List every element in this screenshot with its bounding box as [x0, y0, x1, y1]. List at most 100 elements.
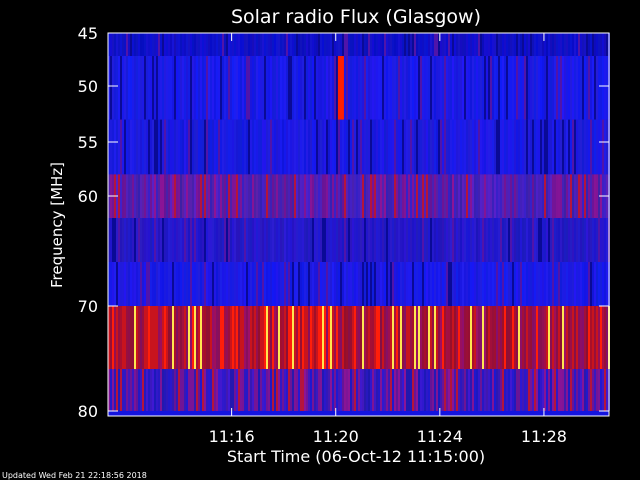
spectrogram-stripe [408, 369, 410, 411]
spectrogram-stripe [226, 218, 228, 262]
spectrogram-stripe [418, 218, 420, 262]
spectrogram-stripe [344, 262, 346, 306]
spectrogram-stripe [572, 262, 574, 306]
spectrogram-stripe [254, 119, 256, 175]
spectrogram-stripe [276, 369, 278, 411]
spectrogram-stripe [408, 33, 410, 56]
spectrogram-stripe [514, 218, 516, 262]
spectrogram-stripe [598, 56, 600, 120]
spectrogram-stripe [546, 306, 548, 369]
spectrogram-stripe [494, 33, 496, 56]
spectrogram-stripe [338, 119, 340, 175]
spectrogram-stripe [162, 306, 164, 369]
spectrogram-stripe [172, 56, 174, 120]
spectrogram-stripe [596, 306, 598, 369]
spectrogram-stripe [392, 306, 394, 369]
spectrogram-stripe [390, 369, 392, 411]
spectrogram-stripe [564, 369, 566, 411]
spectrogram-stripe [172, 174, 174, 218]
spectrogram-stripe [444, 33, 446, 56]
spectrogram-stripe [532, 369, 534, 411]
spectrogram-stripe [224, 33, 226, 56]
spectrogram-stripe [458, 33, 460, 56]
spectrogram-stripe [228, 218, 230, 262]
spectrogram-stripe [536, 369, 538, 411]
spectrogram-stripe [164, 306, 166, 369]
spectrogram-stripe [406, 369, 408, 411]
spectrogram-stripe [380, 369, 382, 411]
spectrogram-stripe [120, 218, 122, 262]
spectrogram-stripe [436, 119, 438, 175]
spectrogram-stripe [236, 306, 238, 369]
spectrogram-stripe [216, 218, 218, 262]
spectrogram-stripe [192, 56, 194, 120]
spectrogram-stripe [468, 306, 470, 369]
spectrogram-stripe [392, 119, 394, 175]
spectrogram-stripe [542, 369, 544, 411]
spectrogram-stripe [178, 306, 180, 369]
spectrogram-stripe [366, 56, 368, 120]
spectrogram-stripe [462, 56, 464, 120]
spectrogram-stripe [546, 56, 548, 120]
spectrogram-stripe [260, 306, 262, 369]
spectrogram-stripe [200, 218, 202, 262]
spectrogram-stripe [340, 262, 342, 306]
spectrogram-stripe [436, 174, 438, 218]
spectrogram-stripe [150, 218, 152, 262]
spectrogram-stripe [156, 369, 158, 411]
spectrogram-stripe [152, 174, 154, 218]
spectrogram-stripe [264, 218, 266, 262]
spectrogram-stripe [274, 306, 276, 369]
spectrogram-stripe [342, 262, 344, 306]
spectrogram-stripe [594, 262, 596, 306]
spectrogram-stripe [500, 119, 502, 175]
spectrogram-stripe [208, 174, 210, 218]
spectrogram-stripe [404, 56, 406, 120]
spectrogram-stripe [394, 262, 396, 306]
spectrogram-stripe [544, 369, 546, 411]
spectrogram-stripe [190, 262, 192, 306]
spectrogram-stripe [534, 369, 536, 411]
spectrogram-stripe [120, 262, 122, 306]
spectrogram-stripe [358, 262, 360, 306]
spectrogram-stripe [476, 218, 478, 262]
spectrogram-stripe [404, 33, 406, 56]
spectrogram-stripe [334, 306, 336, 369]
spectrogram-stripe [314, 369, 316, 411]
spectrogram-stripe [522, 369, 524, 411]
spectrogram-stripe [292, 56, 294, 120]
spectrogram-stripe [526, 262, 528, 306]
spectrogram-stripe [552, 33, 554, 56]
spectrogram-stripe [168, 218, 170, 262]
spectrogram-stripe [174, 218, 176, 262]
spectrogram-stripe [204, 306, 206, 369]
spectrogram-stripe [456, 262, 458, 306]
spectrogram-stripe [268, 33, 270, 56]
spectrogram-stripe [346, 218, 348, 262]
spectrogram-stripe [214, 33, 216, 56]
spectrogram-stripe [448, 56, 450, 120]
spectrogram-stripe [422, 262, 424, 306]
spectrogram-stripe [240, 369, 242, 411]
spectrogram-stripe [212, 174, 214, 218]
spectrogram-stripe [294, 262, 296, 306]
spectrogram-stripe [458, 306, 460, 369]
spectrogram-stripe [462, 174, 464, 218]
spectrogram-stripe [522, 306, 524, 369]
spectrogram-stripe [138, 218, 140, 262]
spectrogram-stripe [140, 56, 142, 120]
spectrogram-stripe [146, 56, 148, 120]
spectrogram-stripe [558, 218, 560, 262]
spectrogram-stripe [436, 369, 438, 411]
spectrogram-stripe [456, 56, 458, 120]
spectrogram-stripe [592, 119, 594, 175]
spectrogram-stripe [594, 218, 596, 262]
spectrogram-stripe [328, 56, 330, 120]
spectrogram-stripe [152, 262, 154, 306]
spectrogram-stripe [512, 218, 514, 262]
spectrogram-stripe [470, 218, 472, 262]
spectrogram-stripe [530, 174, 532, 218]
spectrogram-stripe [174, 262, 176, 306]
spectrogram-stripe [154, 33, 156, 56]
spectrogram-stripe [474, 119, 476, 175]
